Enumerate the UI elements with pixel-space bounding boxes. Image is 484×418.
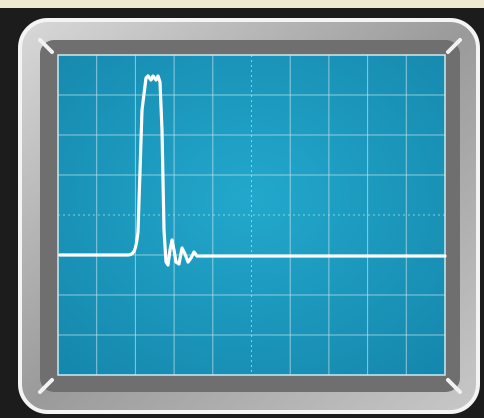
top-strip (0, 0, 484, 8)
oscilloscope-screen (0, 0, 484, 418)
page (0, 0, 484, 418)
